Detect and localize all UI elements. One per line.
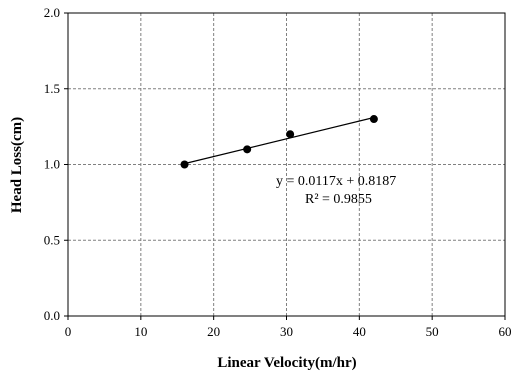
x-tick-label: 20 — [207, 324, 220, 339]
data-points — [180, 115, 378, 169]
trendline-r-squared: R² = 0.9855 — [305, 192, 372, 207]
y-tick-label: 1.0 — [44, 157, 60, 172]
trendline-equation: y = 0.0117x + 0.8187 — [276, 174, 396, 189]
x-tick-label: 0 — [65, 324, 72, 339]
data-point — [286, 130, 295, 139]
x-tick-label: 40 — [353, 324, 366, 339]
data-point — [180, 160, 189, 169]
y-tick-label: 0.5 — [44, 232, 60, 247]
y-tick-label: 2.0 — [44, 5, 60, 20]
trendline — [184, 116, 375, 165]
data-point — [243, 145, 252, 154]
trendline-group — [184, 116, 375, 165]
gridlines — [68, 13, 505, 316]
data-point — [369, 115, 378, 124]
x-tick-label: 60 — [499, 324, 511, 339]
x-tick-label: 10 — [134, 324, 147, 339]
x-tick-label: 30 — [280, 324, 293, 339]
y-axis-title: Head Loss(cm) — [9, 117, 25, 213]
y-tick-label: 1.5 — [44, 81, 60, 96]
axis-ticks: 0 10 20 30 40 50 60 0.0 0.5 1.0 1.5 2.0 — [44, 5, 511, 339]
x-axis-title: Linear Velocity(m/hr) — [217, 355, 356, 371]
y-tick-label: 0.0 — [44, 308, 60, 323]
x-tick-label: 50 — [426, 324, 439, 339]
